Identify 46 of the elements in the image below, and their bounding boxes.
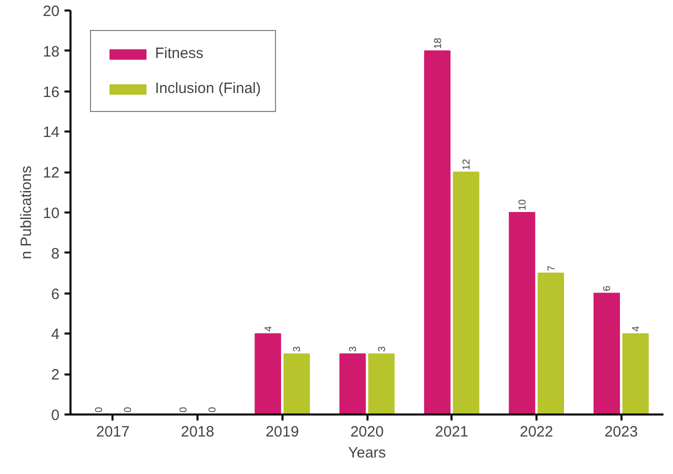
legend-label: Inclusion (Final) — [155, 80, 261, 97]
data-label: 0 — [178, 406, 190, 412]
x-tick-label: 2017 — [96, 424, 130, 440]
x-tick-label: 2018 — [180, 424, 214, 440]
x-tick-label: 2019 — [266, 424, 299, 440]
y-tick-label: 14 — [42, 124, 60, 142]
y-tick-label: 12 — [42, 164, 60, 182]
y-tick-label: 18 — [42, 43, 60, 60]
bar — [508, 212, 536, 414]
data-label: 3 — [292, 346, 304, 352]
x-tick-label: 2023 — [604, 424, 638, 440]
legend-label: Fitness — [155, 45, 204, 62]
data-label: 10 — [518, 198, 529, 210]
y-tick-label: 20 — [42, 3, 60, 20]
bar — [283, 353, 310, 414]
x-tick-label: 2021 — [435, 424, 468, 440]
data-label: 0 — [122, 406, 134, 412]
bar — [452, 172, 480, 414]
y-tick-label: 2 — [51, 366, 60, 384]
x-tick-label: 2022 — [520, 424, 554, 440]
y-tick-label: 4 — [51, 326, 60, 344]
bar — [368, 353, 395, 414]
x-axis-title: Years — [348, 444, 386, 462]
y-tick-label: 6 — [51, 286, 60, 303]
y-tick-label: 0 — [51, 407, 60, 424]
y-tick-label: 16 — [42, 84, 60, 101]
y-tick-label: 10 — [42, 205, 60, 222]
data-label: 3 — [376, 346, 388, 352]
data-label: 12 — [462, 158, 473, 170]
data-label: 4 — [631, 326, 642, 332]
y-axis-title: n Publications — [18, 166, 35, 260]
data-label: 18 — [432, 37, 444, 49]
data-label: 0 — [94, 406, 105, 412]
bar — [538, 272, 564, 414]
bar — [254, 333, 282, 414]
bar — [594, 292, 620, 414]
bar — [424, 50, 451, 414]
data-label: 6 — [602, 285, 614, 292]
data-label: 7 — [546, 265, 558, 272]
bar — [622, 333, 649, 414]
x-tick-label: 2020 — [350, 424, 384, 440]
data-label: 0 — [207, 406, 218, 412]
bar — [339, 353, 366, 414]
y-tick-label: 8 — [51, 245, 60, 262]
data-label: 3 — [348, 346, 360, 352]
data-label: 4 — [263, 326, 274, 332]
